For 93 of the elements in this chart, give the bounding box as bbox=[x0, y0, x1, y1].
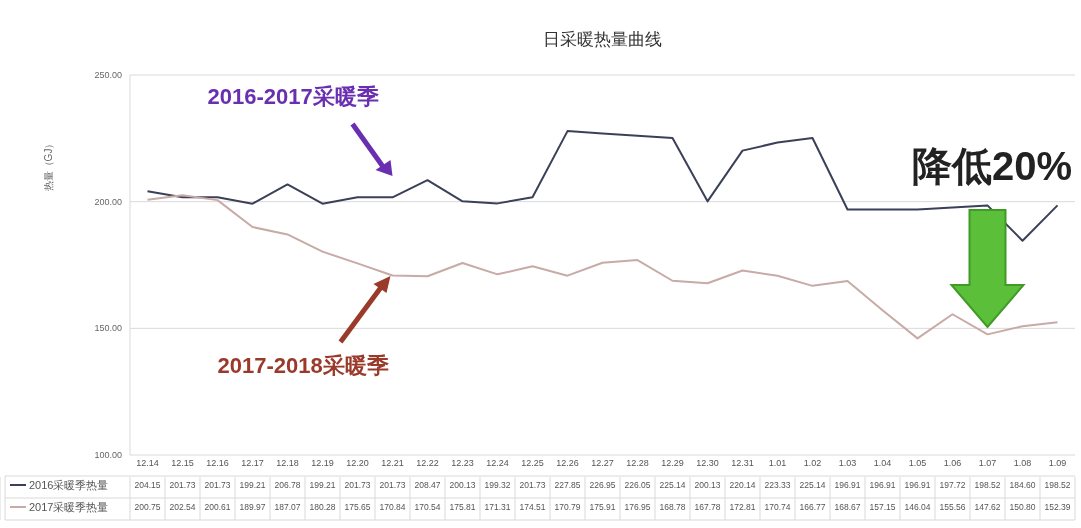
legend-label: 2016采暖季热量 bbox=[29, 479, 109, 491]
x-tick-label: 12.18 bbox=[276, 458, 299, 468]
legend-label: 2017采暖季热量 bbox=[29, 501, 109, 513]
x-tick-label: 1.06 bbox=[943, 458, 962, 468]
x-tick-label: 12.21 bbox=[381, 458, 404, 468]
data-label: 202.54 bbox=[169, 502, 196, 512]
x-tick-label: 12.17 bbox=[241, 458, 264, 468]
data-label: 172.81 bbox=[729, 502, 756, 512]
annotation: 降低20% bbox=[911, 144, 1072, 188]
data-label: 201.73 bbox=[204, 480, 231, 490]
x-tick-label: 1.02 bbox=[803, 458, 822, 468]
data-label: 146.04 bbox=[904, 502, 931, 512]
data-label: 166.77 bbox=[799, 502, 826, 512]
data-label: 226.05 bbox=[624, 480, 651, 490]
x-tick-label: 1.03 bbox=[838, 458, 857, 468]
x-tick-label: 12.15 bbox=[171, 458, 194, 468]
y-tick-label: 100.00 bbox=[94, 450, 122, 461]
x-tick-label: 1.08 bbox=[1013, 458, 1032, 468]
x-tick-label: 12.20 bbox=[346, 458, 369, 468]
y-axis-title: 热量（GJ） bbox=[43, 138, 54, 192]
data-label: 176.95 bbox=[624, 502, 651, 512]
x-tick-label: 12.26 bbox=[556, 458, 579, 468]
data-label: 201.73 bbox=[169, 480, 196, 490]
y-tick-label: 200.00 bbox=[94, 196, 122, 207]
data-label: 167.78 bbox=[694, 502, 721, 512]
data-label: 175.65 bbox=[344, 502, 371, 512]
x-tick-label: 12.27 bbox=[591, 458, 614, 468]
x-tick-label: 12.14 bbox=[136, 458, 159, 468]
data-label: 227.85 bbox=[554, 480, 581, 490]
data-label: 168.67 bbox=[834, 502, 861, 512]
data-label: 187.07 bbox=[274, 502, 301, 512]
data-label: 225.14 bbox=[659, 480, 686, 490]
chart-title: 日采暖热量曲线 bbox=[543, 30, 662, 49]
x-tick-label: 1.04 bbox=[873, 458, 892, 468]
data-label: 180.28 bbox=[309, 502, 336, 512]
data-label: 155.56 bbox=[939, 502, 966, 512]
data-label: 200.75 bbox=[134, 502, 161, 512]
data-label: 225.14 bbox=[799, 480, 826, 490]
x-tick-label: 12.25 bbox=[521, 458, 544, 468]
data-label: 170.54 bbox=[414, 502, 441, 512]
data-label: 200.13 bbox=[694, 480, 721, 490]
data-label: 206.78 bbox=[274, 480, 301, 490]
data-label: 201.73 bbox=[519, 480, 546, 490]
data-label: 220.14 bbox=[729, 480, 756, 490]
x-tick-label: 12.30 bbox=[696, 458, 719, 468]
annotation: 2016-2017采暖季 bbox=[207, 84, 379, 109]
x-tick-label: 12.31 bbox=[731, 458, 754, 468]
data-label: 196.91 bbox=[869, 480, 896, 490]
data-label: 199.21 bbox=[309, 480, 336, 490]
data-label: 201.73 bbox=[379, 480, 406, 490]
x-tick-label: 12.23 bbox=[451, 458, 474, 468]
x-tick-label: 12.29 bbox=[661, 458, 684, 468]
x-tick-label: 1.05 bbox=[908, 458, 927, 468]
data-label: 150.80 bbox=[1009, 502, 1036, 512]
data-label: 175.81 bbox=[449, 502, 476, 512]
data-label: 174.51 bbox=[519, 502, 546, 512]
data-label: 208.47 bbox=[414, 480, 441, 490]
data-label: 152.39 bbox=[1044, 502, 1071, 512]
data-label: 198.52 bbox=[1044, 480, 1071, 490]
data-label: 170.79 bbox=[554, 502, 581, 512]
x-tick-label: 12.22 bbox=[416, 458, 439, 468]
data-label: 204.15 bbox=[134, 480, 161, 490]
data-label: 197.72 bbox=[939, 480, 966, 490]
annotation: 2017-2018采暖季 bbox=[217, 353, 389, 378]
data-label: 157.15 bbox=[869, 502, 896, 512]
data-label: 196.91 bbox=[834, 480, 861, 490]
data-label: 170.84 bbox=[379, 502, 406, 512]
data-label: 175.91 bbox=[589, 502, 616, 512]
data-label: 199.21 bbox=[239, 480, 266, 490]
data-label: 198.52 bbox=[974, 480, 1001, 490]
line-series bbox=[146, 194, 1059, 340]
data-label: 223.33 bbox=[764, 480, 791, 490]
data-label: 184.60 bbox=[1009, 480, 1036, 490]
x-tick-label: 1.01 bbox=[768, 458, 787, 468]
data-label: 201.73 bbox=[344, 480, 371, 490]
x-tick-label: 12.28 bbox=[626, 458, 649, 468]
data-label: 168.78 bbox=[659, 502, 686, 512]
data-label: 147.62 bbox=[974, 502, 1001, 512]
data-label: 200.61 bbox=[204, 502, 231, 512]
data-label: 196.91 bbox=[904, 480, 931, 490]
y-tick-label: 150.00 bbox=[94, 323, 122, 334]
data-label: 226.95 bbox=[589, 480, 616, 490]
x-tick-label: 12.19 bbox=[311, 458, 334, 468]
data-label: 171.31 bbox=[484, 502, 511, 512]
data-label: 200.13 bbox=[449, 480, 476, 490]
data-label: 170.74 bbox=[764, 502, 791, 512]
y-tick-label: 250.00 bbox=[94, 70, 122, 81]
x-tick-label: 12.24 bbox=[486, 458, 509, 468]
data-label: 189.97 bbox=[239, 502, 266, 512]
x-tick-label: 1.07 bbox=[978, 458, 997, 468]
data-label: 199.32 bbox=[484, 480, 511, 490]
x-tick-label: 12.16 bbox=[206, 458, 229, 468]
x-tick-label: 1.09 bbox=[1048, 458, 1067, 468]
